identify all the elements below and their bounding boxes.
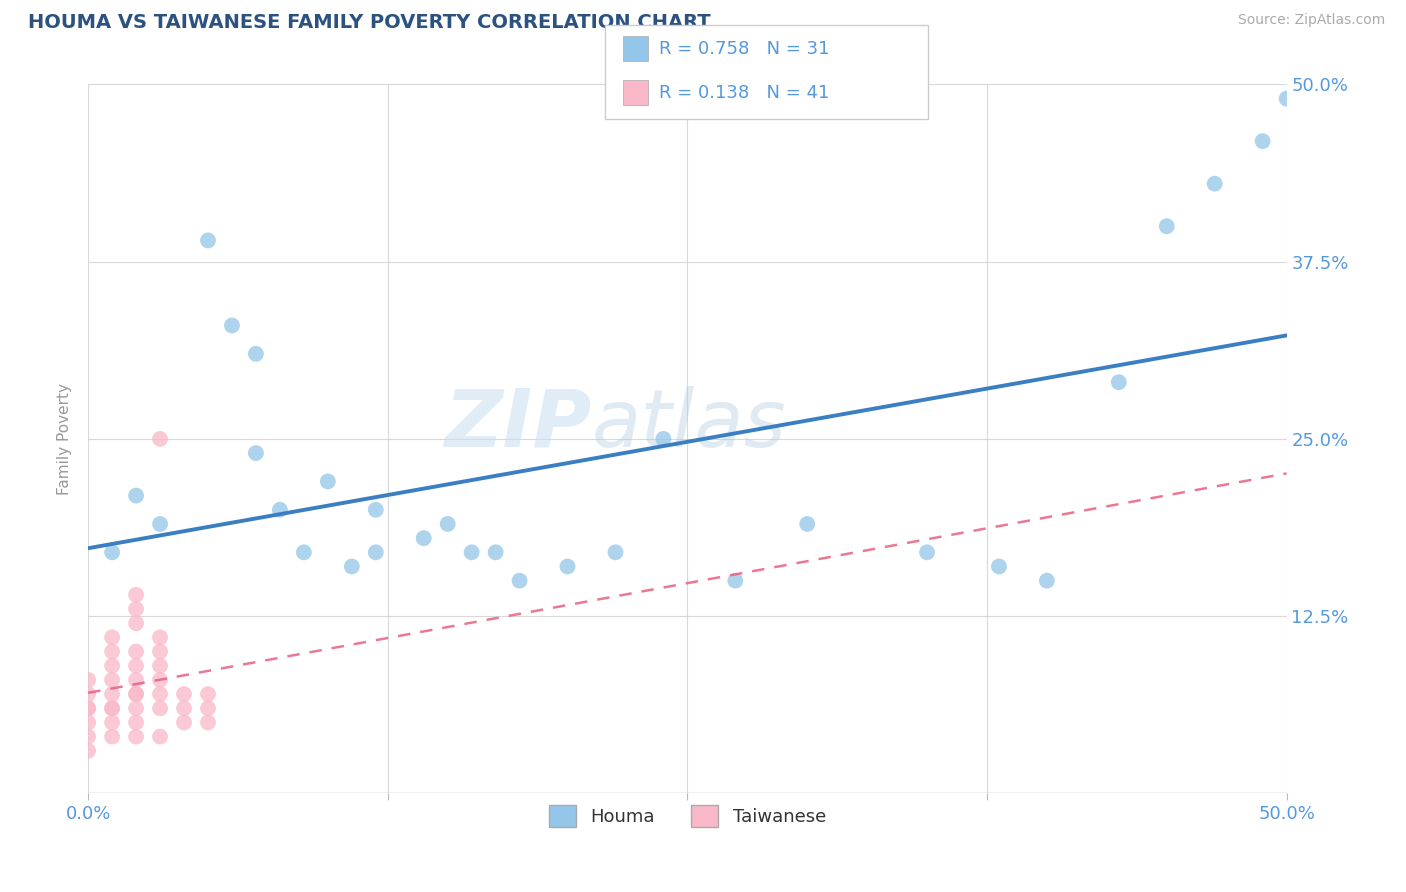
Point (197, 234, 219, 248)
Point (1251, 134, 1274, 148)
Point (101, 715, 124, 730)
Point (364, 545, 387, 559)
Point (149, 516, 172, 531)
Text: R = 0.758   N = 31: R = 0.758 N = 31 (659, 39, 830, 58)
Point (125, 602, 148, 616)
Point (1036, 574, 1059, 588)
Point (364, 503, 387, 517)
Point (557, 559, 579, 574)
Point (340, 559, 363, 574)
Point (77, 701, 100, 715)
Point (149, 673, 172, 687)
Point (77, 730, 100, 744)
Point (987, 559, 1010, 574)
Point (125, 616, 148, 631)
Point (245, 446, 267, 460)
Point (101, 673, 124, 687)
Text: atlas: atlas (592, 385, 786, 464)
Point (125, 588, 148, 602)
Point (125, 489, 148, 503)
Point (1204, 177, 1226, 191)
Point (509, 574, 531, 588)
Point (125, 687, 148, 701)
Text: HOUMA VS TAIWANESE FAMILY POVERTY CORRELATION CHART: HOUMA VS TAIWANESE FAMILY POVERTY CORREL… (28, 13, 711, 32)
Point (77, 701, 100, 715)
Point (101, 644, 124, 658)
Point (125, 701, 148, 715)
Point (292, 545, 315, 559)
Text: Source: ZipAtlas.com: Source: ZipAtlas.com (1237, 13, 1385, 28)
Point (724, 574, 747, 588)
Point (269, 503, 291, 517)
Point (605, 545, 627, 559)
Point (197, 715, 219, 730)
Point (77, 673, 100, 687)
Point (101, 631, 124, 645)
Point (412, 531, 434, 545)
Point (125, 658, 148, 673)
Point (149, 658, 172, 673)
Point (101, 658, 124, 673)
Point (436, 516, 458, 531)
Point (125, 715, 148, 730)
Point (1275, 92, 1298, 106)
Point (915, 545, 938, 559)
Point (197, 687, 219, 701)
Point (77, 687, 100, 701)
Point (173, 715, 195, 730)
Point (173, 687, 195, 701)
Point (652, 432, 675, 446)
Point (485, 545, 508, 559)
Y-axis label: Family Poverty: Family Poverty (58, 383, 72, 495)
Point (125, 730, 148, 744)
Legend: Houma, Taiwanese: Houma, Taiwanese (541, 797, 832, 834)
Text: ZIP: ZIP (444, 385, 592, 464)
Point (101, 701, 124, 715)
Point (125, 687, 148, 701)
Point (149, 631, 172, 645)
Point (101, 701, 124, 715)
Point (125, 673, 148, 687)
Point (149, 701, 172, 715)
Point (245, 347, 267, 361)
Point (125, 644, 148, 658)
Point (316, 475, 339, 489)
Point (221, 318, 243, 333)
Point (101, 730, 124, 744)
Point (173, 701, 195, 715)
Point (77, 744, 100, 758)
Point (197, 701, 219, 715)
Point (77, 715, 100, 730)
Point (1156, 219, 1178, 234)
Point (149, 730, 172, 744)
Text: R = 0.138   N = 41: R = 0.138 N = 41 (659, 84, 830, 102)
Point (1108, 375, 1130, 389)
Point (101, 687, 124, 701)
Point (101, 545, 124, 559)
Point (460, 545, 482, 559)
Point (149, 644, 172, 658)
Point (149, 432, 172, 446)
Point (796, 516, 818, 531)
Point (149, 687, 172, 701)
